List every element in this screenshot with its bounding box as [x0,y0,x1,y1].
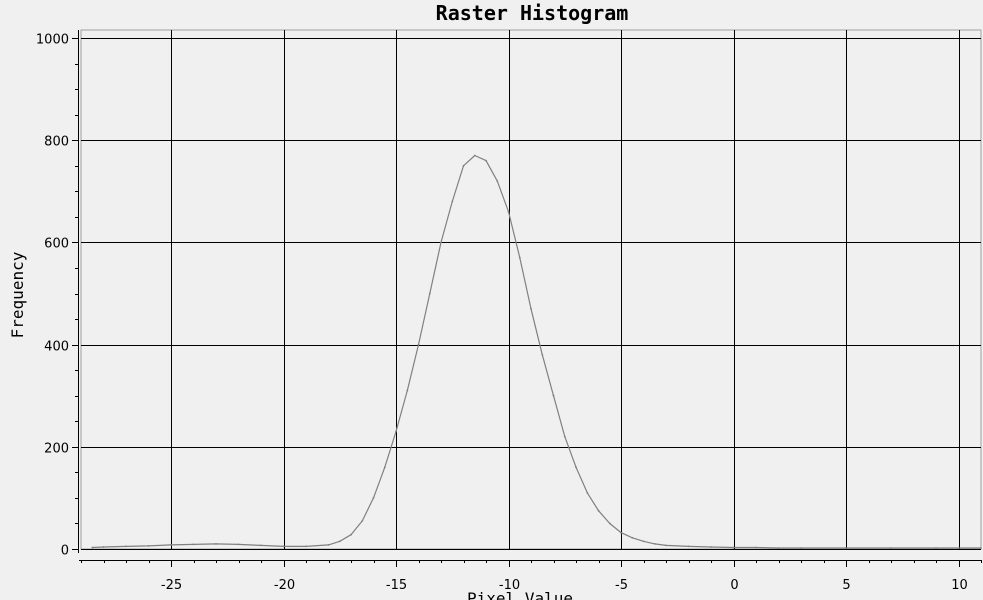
histogram-point [980,547,982,549]
y-tick-label: 0 [61,544,69,559]
histogram-point [620,531,622,534]
histogram-point [395,430,397,433]
histogram-point [530,307,532,310]
series-layer [91,154,982,549]
histogram-point [147,545,150,547]
x-tick-label: -5 [615,578,628,593]
histogram-point [451,200,454,203]
histogram-point [383,466,386,469]
histogram-point [260,544,262,547]
histogram-point [192,543,195,546]
histogram-point [541,353,544,356]
y-tick-label: 1000 [36,33,69,48]
x-tick-label: 0 [730,578,738,593]
histogram-point [845,547,847,549]
histogram-point [575,466,577,469]
grid-lines [80,29,982,550]
chart-title: Raster Histogram [436,1,629,25]
histogram-point [338,540,341,543]
histogram-point [665,544,667,547]
histogram-point [91,546,94,549]
histogram-point [305,545,307,548]
histogram-point [586,491,589,494]
histogram-point [327,544,330,546]
histogram-point [653,543,656,545]
y-tick-label: 400 [44,340,69,355]
x-tick-label: -15 [386,578,407,593]
histogram-point [417,343,420,346]
histogram-point [563,435,566,438]
histogram-point [215,543,217,545]
y-tick-label: 600 [44,237,69,252]
histogram-point [800,547,802,549]
histogram-point [777,547,780,549]
histogram-point [890,547,892,549]
histogram-point [597,509,600,512]
histogram-point [935,547,937,549]
histogram-point [732,546,735,549]
histogram-point [102,546,105,548]
histogram-point [170,544,172,546]
histogram-point [631,536,634,539]
axes: 0 200 400 600 800 1000 -25 -20 -15 -10 -5 0 5 10 [36,30,982,593]
histogram-point [473,154,476,157]
histogram-point [485,159,487,162]
histogram-point [282,545,285,548]
histogram-point [642,540,645,543]
x-tick-label: -25 [161,578,182,593]
histogram-point [361,520,364,522]
histogram-point [755,546,757,549]
histogram-point [237,543,240,546]
x-tick-label: -20 [274,578,295,593]
histogram-point [710,546,712,548]
histogram-point [608,522,611,525]
histogram-point [552,394,555,397]
histogram-point [125,545,127,548]
histogram-point [372,497,375,499]
histogram-point [687,545,690,548]
histogram-point [428,292,431,295]
histogram-point [440,241,442,244]
histogram-point [350,533,352,536]
y-axis-label: Frequency [8,251,27,338]
x-axis-label: Pixel Value [467,589,573,600]
y-tick-label: 800 [44,135,69,150]
x-tick-label: -10 [499,578,520,593]
y-tick-label: 200 [44,442,69,457]
histogram-series-line [92,154,981,549]
histogram-point [496,180,499,183]
histogram-point [507,210,510,213]
x-tick-label: 10 [951,578,968,593]
histogram-point [518,256,521,259]
x-tick-label: 5 [842,578,850,593]
histogram-point [406,389,409,392]
histogram-point [462,164,465,167]
